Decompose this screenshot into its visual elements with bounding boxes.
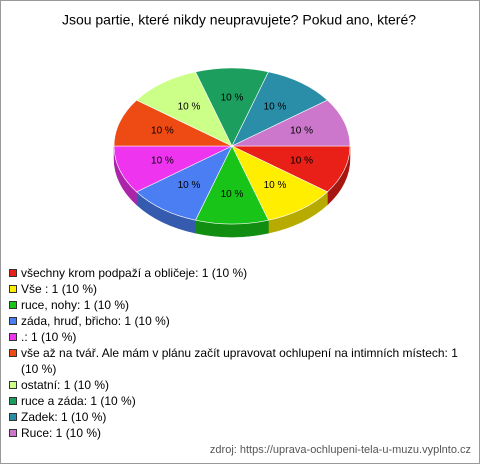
data-label: 10 %: [178, 180, 201, 191]
chart: Jsou partie, které nikdy neupravujete? P…: [62, 12, 416, 238]
data-label: 10 %: [290, 126, 313, 137]
data-label: 10 %: [221, 189, 244, 200]
legend-item: .: 1 (10 %): [9, 329, 469, 345]
legend-label: ruce a záda: 1 (10 %): [21, 394, 136, 408]
legend-item: záda, hruď, břicho: 1 (10 %): [9, 313, 469, 329]
data-label: 10 %: [151, 126, 174, 137]
legend-label: Ruce: 1 (10 %): [21, 426, 102, 440]
legend-item: Zadek: 1 (10 %): [9, 409, 469, 425]
data-label: 10 %: [221, 92, 244, 103]
legend-item: ostatní: 1 (10 %): [9, 377, 469, 393]
legend-label: vše až na tvář. Ale mám v plánu začít up…: [21, 346, 458, 376]
legend-swatch: [9, 349, 17, 357]
slice: [231, 99, 351, 147]
data-label: 10 %: [151, 156, 174, 167]
source: zdroj: https://uprava-ochlupeni-tela-u-m…: [209, 444, 471, 456]
data-label: 10 %: [264, 102, 287, 113]
slice: [195, 145, 269, 225]
slice: [231, 145, 351, 193]
legend-swatch: [9, 429, 17, 437]
legend-item: ruce, nohy: 1 (10 %): [9, 297, 469, 313]
legend-label: ruce, nohy: 1 (10 %): [21, 298, 130, 312]
legend-item: Ruce: 1 (10 %): [9, 425, 469, 441]
legend-label: záda, hruď, břicho: 1 (10 %): [21, 314, 170, 328]
legend-swatch: [9, 333, 17, 341]
chart-title: Jsou partie, které nikdy neupravujete? P…: [62, 12, 416, 28]
legend-label: Vše : 1 (10 %): [21, 282, 98, 296]
legend-label: .: 1 (10 %): [21, 330, 77, 344]
legend-item: vše až na tvář. Ale mám v plánu začít up…: [9, 345, 469, 377]
legend-swatch: [9, 381, 17, 389]
slice: [136, 71, 233, 147]
legend-label: Zadek: 1 (10 %): [21, 410, 107, 424]
data-label: 10 %: [264, 180, 287, 191]
legend-swatch: [9, 301, 17, 309]
slice: [231, 71, 328, 147]
legend-swatch: [9, 285, 17, 293]
pie: 10 % 10 % 10 % 10 % 10 % 10 % 10 % 10 % 10 % 10 %: [113, 67, 351, 238]
legend-swatch: [9, 317, 17, 325]
legend-item: Vše : 1 (10 %): [9, 281, 469, 297]
slice: [231, 145, 328, 221]
slice: [136, 145, 233, 221]
data-label: 10 %: [178, 102, 201, 113]
legend-swatch: [9, 413, 17, 421]
legend: všechny krom podpaží a obličeje: 1 (10 %…: [9, 265, 469, 441]
slice: [113, 99, 233, 147]
slice: [113, 145, 233, 193]
legend-swatch: [9, 397, 17, 405]
slice: [195, 67, 269, 147]
legend-label: ostatní: 1 (10 %): [21, 378, 110, 392]
legend-item: ruce a záda: 1 (10 %): [9, 393, 469, 409]
data-label: 10 %: [290, 156, 313, 167]
legend-item: všechny krom podpaží a obličeje: 1 (10 %…: [9, 265, 469, 281]
legend-swatch: [9, 269, 17, 277]
legend-label: všechny krom podpaží a obličeje: 1 (10 %…: [21, 266, 248, 280]
